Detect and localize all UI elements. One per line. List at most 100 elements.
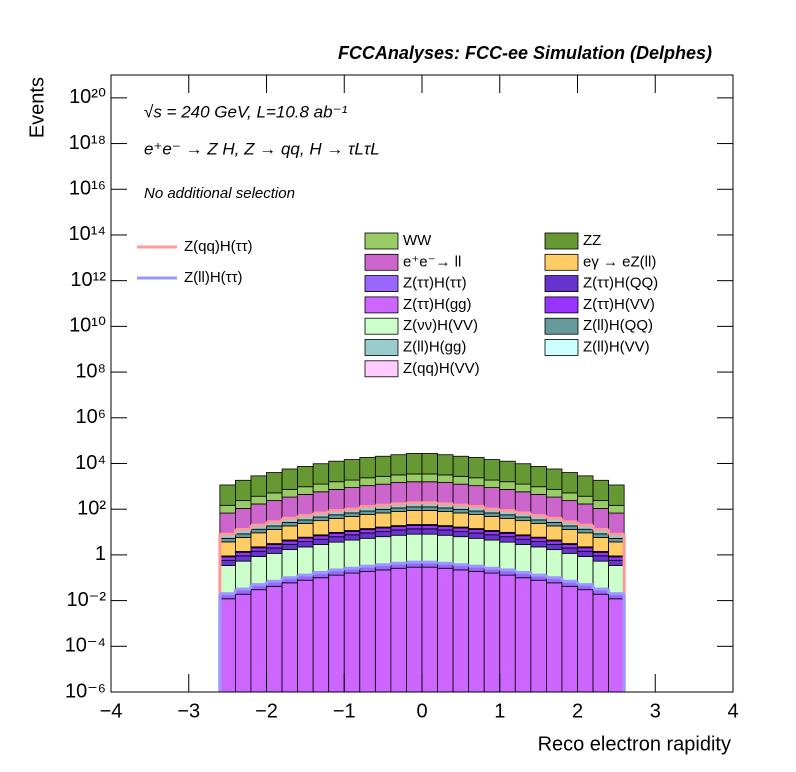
histogram-bar [452,475,470,485]
histogram-bar [577,550,594,557]
histogram-bar [328,536,345,543]
histogram-bar [328,489,345,512]
histogram-bar [514,491,532,514]
histogram-bar [343,459,361,481]
legend-label: e⁺e⁻→ ll [403,253,461,270]
histogram-bar [328,481,345,490]
histogram-bar [499,517,516,533]
y-tick-label: 1 [95,543,106,565]
legend-label: Z(ll)H(VV) [583,338,650,355]
legend-label: ZZ [583,232,601,249]
histogram-bar [530,465,547,488]
y-axis-label: Events [26,77,48,138]
legend-swatch [544,339,579,356]
legend-swatch [544,296,579,314]
histogram-bar [483,512,501,517]
histogram-bar [406,481,423,504]
histogram-bar [483,479,501,489]
x-tick-label: 4 [727,700,738,722]
histogram-bar [608,484,625,506]
histogram-bar [468,514,485,529]
histogram-bar [608,556,625,561]
histogram-bar [374,475,392,485]
histogram-bar [234,500,252,509]
histogram-bar [312,483,330,493]
chart-title: FCCAnalyses: FCC-ee Simulation (Delphes) [338,43,712,63]
histogram-bar [577,475,594,497]
histogram-bar [406,533,423,563]
legend-swatch [364,253,399,271]
histogram-bar [343,487,361,510]
histogram-bar [483,487,501,510]
histogram-bar [561,544,578,549]
histogram-bar [561,492,578,502]
histogram-bar [406,566,423,693]
histogram-bar [592,533,609,538]
histogram-bar [577,556,594,586]
histogram-bar [437,454,454,476]
histogram-bar [281,549,298,579]
histogram-bar [234,479,252,502]
histogram-bar [452,512,470,528]
histogram-bar [452,569,470,693]
histogram-bar [483,516,501,531]
histogram-bar [219,559,236,566]
histogram-bar [546,496,563,520]
legend-label: Z(νν)H(VV) [403,317,478,334]
histogram-bar [421,566,438,693]
histogram-bar [328,514,345,519]
histogram-bar [374,512,392,528]
histogram-bar [530,537,547,542]
histogram-bar [530,486,547,495]
histogram-bar [374,455,392,477]
histogram-bar [219,537,236,543]
histogram-bar [359,477,376,487]
histogram-bar [608,565,625,595]
histogram-bar [343,534,361,541]
histogram-bar [328,541,345,571]
histogram-bar [452,527,470,532]
y-tick-label: 10¹² [70,269,106,291]
histogram-bar [297,519,314,524]
histogram-bar [406,525,423,530]
histogram-bar [374,569,392,693]
histogram-bar [437,482,454,505]
x-tick-label: −4 [100,700,123,722]
histogram-bar [561,500,578,523]
histogram-bar [468,570,485,693]
histogram-bar [530,541,547,548]
histogram-bar [219,598,236,693]
legend-label: WW [403,232,432,249]
x-tick-label: −1 [333,700,356,722]
legend-label: Z(ll)H(ττ) [184,269,243,286]
histogram-bar [421,473,438,483]
histogram-bar [592,593,609,693]
histogram-bar [421,510,438,525]
histogram-bar [266,525,283,530]
histogram-bar [390,507,407,512]
histogram-bar [530,519,547,524]
histogram-bar [374,527,392,532]
histogram-bar [499,574,516,693]
histogram-bar [281,525,298,541]
histogram-bar [546,549,563,579]
histogram-bar [390,529,407,536]
histogram-bar [219,484,236,506]
histogram-bar [234,533,252,538]
histogram-bar [250,503,267,526]
x-tick-label: −3 [177,700,200,722]
histogram-bar [281,540,298,545]
histogram-bar [468,529,485,534]
histogram-bar [359,485,376,508]
histogram-bar [546,468,563,490]
legend-swatch [364,296,399,314]
histogram-bar [219,556,236,561]
histogram-bar [592,479,609,502]
histogram-bar [561,525,578,530]
histogram-bar [250,495,267,505]
y-tick-label: 10⁻⁴ [65,635,106,657]
histogram-bar [546,582,563,693]
histogram-bar [483,534,501,541]
histogram-bar [592,500,609,509]
histogram-bar [592,508,609,531]
